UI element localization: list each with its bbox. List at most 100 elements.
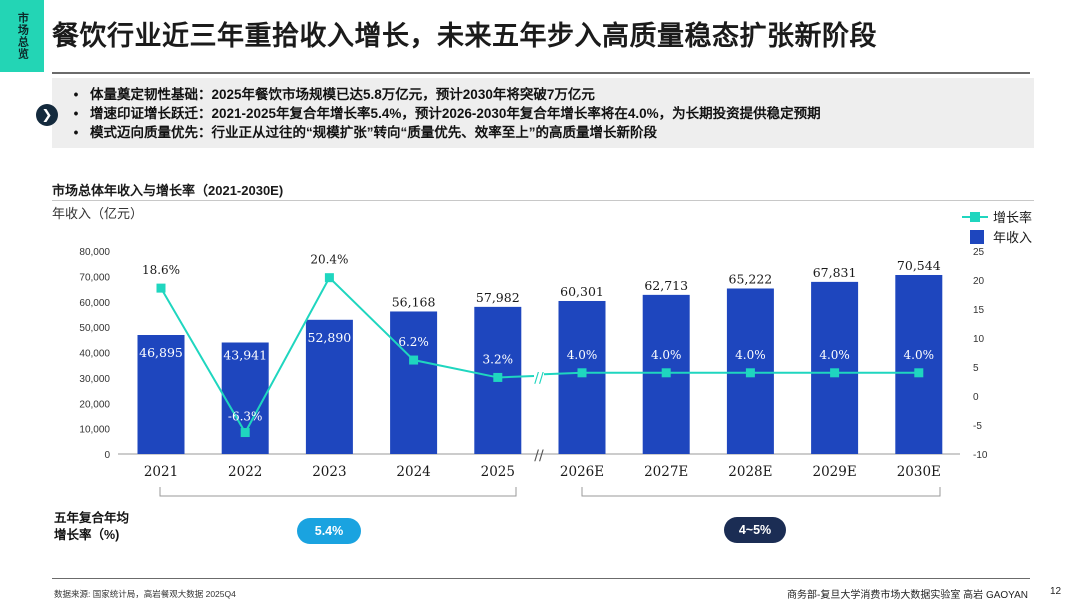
axis-break-marker-line: // <box>534 370 544 386</box>
revenue-bar <box>811 281 859 454</box>
section-tab[interactable]: 市场总览 <box>0 0 44 72</box>
growth-point <box>577 368 587 378</box>
bullet: • <box>73 125 79 140</box>
revenue-data-label: 56,168 <box>392 294 436 309</box>
x-tick-label: 2028E <box>728 464 772 480</box>
right-axis-tick: -10 <box>973 450 988 461</box>
summary-list: • 体量奠定韧性基础：2025年餐饮市场规模已达5.8万亿元，预计2030年将突破… <box>52 78 1034 142</box>
x-tick-label: 2025 <box>481 464 515 480</box>
x-tick-label: 2026E <box>560 464 604 480</box>
section-tab-label: 市场总览 <box>16 12 29 60</box>
growth-point <box>324 273 334 283</box>
chart-title: 市场总体年收入与增长率（2021-2030E) <box>52 183 284 198</box>
growth-line-bridge <box>543 371 583 376</box>
summary-item-text: 增速印证增长跃迁：2021-2025年复合年增长率5.4%，预计2026-203… <box>90 106 821 121</box>
right-axis-tick: 20 <box>973 276 985 287</box>
revenue-bar <box>558 300 606 454</box>
period-bracket-forecast <box>581 487 941 497</box>
x-tick-label: 2024 <box>396 464 430 480</box>
x-tick-label: 2030E <box>897 464 941 480</box>
summary-item: • 增速印证增长跃迁：2021-2025年复合年增长率5.4%，预计2026-20… <box>62 104 1034 123</box>
revenue-bar <box>137 335 185 454</box>
revenue-data-label: 43,941 <box>223 347 267 362</box>
revenue-data-label: 67,831 <box>813 265 857 280</box>
left-axis-tick: 10,000 <box>79 425 110 436</box>
revenue-data-label: 52,890 <box>308 330 352 345</box>
left-axis-tick: 0 <box>104 450 110 461</box>
left-axis-tick: 80,000 <box>79 247 110 258</box>
footer-source: 数据来源: 国家统计局，高岩餐观大数据 2025Q4 <box>54 589 236 599</box>
right-axis-tick: -5 <box>973 421 982 432</box>
period-bracket-historical <box>159 487 517 497</box>
revenue-data-label: 46,895 <box>139 345 183 360</box>
left-axis-tick: 60,000 <box>79 298 110 309</box>
left-axis-tick: 50,000 <box>79 323 110 334</box>
summary-box: • 体量奠定韧性基础：2025年餐饮市场规模已达5.8万亿元，预计2030年将突破… <box>52 78 1034 148</box>
x-tick-label: 2027E <box>644 464 688 480</box>
x-tick-label: 2023 <box>312 464 346 480</box>
summary-item-text: 体量奠定韧性基础：2025年餐饮市场规模已达5.8万亿元，预计2030年将突破7… <box>90 87 595 102</box>
growth-data-label: 20.4% <box>310 253 348 267</box>
growth-data-label: 6.2% <box>398 335 429 349</box>
cagr-forecast-badge: 4~5% <box>724 517 786 543</box>
legend-label-growth: 增长率 <box>993 210 1032 225</box>
title-divider <box>52 72 1030 74</box>
right-axis-tick: 0 <box>973 392 979 403</box>
bullet: • <box>73 87 79 102</box>
axis-break-marker: // <box>534 448 544 464</box>
legend-label-revenue: 年收入 <box>993 230 1032 245</box>
left-axis-tick: 70,000 <box>79 272 110 283</box>
left-axis-tick: 30,000 <box>79 374 110 385</box>
revenue-data-label: 60,301 <box>560 284 604 299</box>
growth-data-label: 4.0% <box>819 348 850 362</box>
page-number: 12 <box>1050 586 1062 597</box>
legend-line-marker <box>970 212 980 222</box>
y-axis-label: 年收入（亿元） <box>52 206 143 221</box>
right-axis-tick: 10 <box>973 334 985 345</box>
x-tick-label: 2021 <box>144 464 178 480</box>
revenue-bar <box>305 319 353 454</box>
x-tick-label: 2022 <box>228 464 262 480</box>
growth-line-bridge <box>497 374 535 379</box>
x-tick-label: 2029E <box>812 464 856 480</box>
revenue-bar <box>895 274 943 454</box>
summary-item: • 模式迈向质量优先：行业正从过往的“规模扩张”转向“质量优先、效率至上”的高质量… <box>62 123 1034 142</box>
cagr-label: 五年复合年均 增长率（%) <box>54 510 129 544</box>
growth-point <box>830 368 840 378</box>
growth-point <box>240 428 250 438</box>
revenue-data-label: 62,713 <box>644 278 688 293</box>
growth-data-label: 4.0% <box>567 348 598 362</box>
right-axis-tick: 15 <box>973 305 985 316</box>
growth-data-label: 18.6% <box>142 263 180 277</box>
chevron-right-icon[interactable]: ❯ <box>36 104 58 126</box>
cagr-label-line1: 五年复合年均 <box>54 511 130 525</box>
left-axis-tick: 40,000 <box>79 349 110 360</box>
cagr-historical-badge: 5.4% <box>297 518 361 544</box>
growth-point <box>661 368 671 378</box>
growth-data-label: 4.0% <box>651 348 682 362</box>
legend-bar-swatch <box>970 230 984 244</box>
summary-item-text: 模式迈向质量优先：行业正从过往的“规模扩张”转向“质量优先、效率至上”的高质量增… <box>90 125 657 140</box>
revenue-data-label: 70,544 <box>897 258 941 273</box>
revenue-data-label: 65,222 <box>729 271 773 286</box>
left-axis-tick: 20,000 <box>79 399 110 410</box>
right-axis-tick: 25 <box>973 247 985 258</box>
footer-credit: 商务部-复旦大学消费市场大数据实验室 高岩 GAOYAN <box>787 590 1028 601</box>
revenue-bar <box>390 311 438 454</box>
growth-point <box>914 368 924 378</box>
growth-data-label: 4.0% <box>904 348 935 362</box>
growth-data-label: 4.0% <box>735 348 766 362</box>
chart-title-divider <box>52 200 1034 201</box>
growth-data-label: -6.3% <box>228 410 263 424</box>
bullet: • <box>73 106 79 121</box>
revenue-data-label: 57,982 <box>476 290 520 305</box>
growth-point <box>493 372 503 382</box>
growth-point <box>156 283 166 293</box>
page-title: 餐饮行业近三年重拾收入增长，未来五年步入高质量稳态扩张新阶段 <box>52 21 877 51</box>
summary-item: • 体量奠定韧性基础：2025年餐饮市场规模已达5.8万亿元，预计2030年将突破… <box>62 85 1034 104</box>
footer-divider <box>52 578 1030 579</box>
right-axis-tick: 5 <box>973 363 979 374</box>
growth-point <box>409 355 419 365</box>
growth-data-label: 3.2% <box>483 352 514 366</box>
